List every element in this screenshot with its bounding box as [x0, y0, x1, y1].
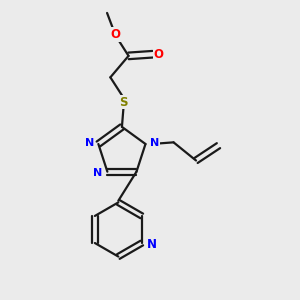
Text: S: S: [119, 96, 128, 109]
Text: N: N: [150, 138, 159, 148]
Text: N: N: [147, 238, 157, 251]
Text: N: N: [94, 168, 103, 178]
Text: N: N: [85, 138, 94, 148]
Text: O: O: [153, 48, 163, 61]
Text: O: O: [110, 28, 120, 41]
